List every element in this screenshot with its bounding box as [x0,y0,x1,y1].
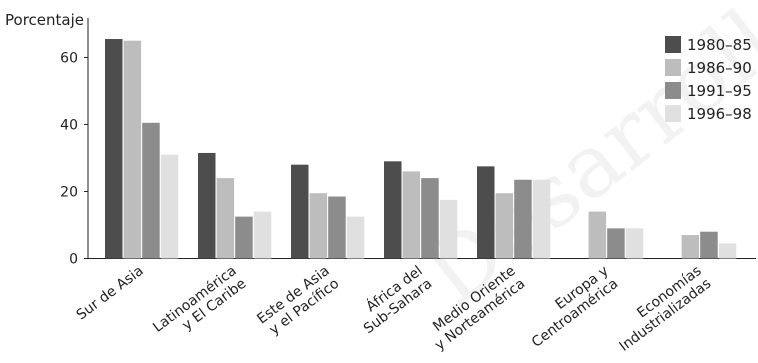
bar [160,154,179,259]
bar [346,216,365,259]
bar [105,39,123,259]
x-tick-label: Latinoaméricay El Caribe [150,263,249,349]
legend-swatch [665,36,681,53]
bar [514,179,532,259]
legend: 1980–85 1986–90 1991–95 1996–98 [665,36,752,123]
bar [253,211,272,259]
x-tick-label: Este de Asiay el Pacífico [254,263,342,340]
bar [607,228,625,259]
bar [477,166,495,259]
bar [495,193,514,259]
bar [439,199,458,259]
legend-swatch [665,105,681,122]
y-tick-label: 40 [60,117,78,133]
bar [625,228,644,259]
bar [681,235,700,259]
bar [309,193,328,259]
bar [328,196,346,259]
y-tick-label: 20 [60,184,78,200]
bar [123,40,142,259]
bar [235,216,253,259]
legend-swatch [665,59,681,76]
bar [384,161,402,259]
legend-label: 1996–98 [687,105,752,123]
y-tick-label: 0 [69,252,78,268]
y-axis-label: Porcentaje [5,11,84,29]
bar [402,171,421,259]
bar [588,211,607,259]
x-tick-label: EconomíasIndustrializadas [607,263,714,355]
legend-label: 1980–85 [687,36,752,54]
bar [291,164,309,259]
x-tick-label: Europa yCentroamérica [519,263,621,351]
x-tick-label: Sur de Asia [74,263,147,323]
bar [198,152,216,259]
bar [700,231,718,259]
y-tick-label: 60 [60,50,78,66]
bar [718,243,737,259]
bar [216,178,235,259]
legend-label: 1991–95 [687,82,752,100]
bar [532,179,551,259]
legend-swatch [665,82,681,99]
bar [142,122,160,259]
bar [421,178,439,259]
x-tick-label: África delSub-Sahara [351,262,436,337]
legend-label: 1986–90 [687,59,752,77]
